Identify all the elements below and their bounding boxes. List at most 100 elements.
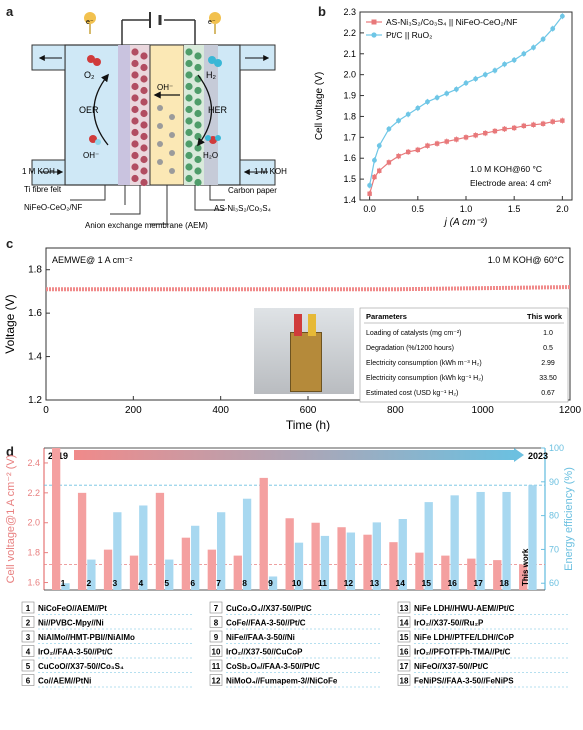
left-tick-label: 2.0 [27, 518, 40, 528]
voltage-bar [363, 534, 372, 590]
oh-ion [157, 105, 163, 111]
legend-number: 13 [400, 604, 409, 613]
bar-category-label: 13 [370, 578, 380, 588]
left-axis-label: Cell voltage@1 A cm⁻² (V) [5, 455, 17, 584]
table-cell: Loading of catalysts (mg cm⁻²) [366, 330, 462, 337]
panel-letter-c: c [6, 236, 14, 251]
cathode-particle [185, 174, 193, 183]
bar-category-label: 9 [268, 578, 273, 588]
data-point [454, 137, 459, 142]
data-point [425, 143, 430, 148]
legend-text: Ni//PVBC-Mpy//Ni [38, 619, 104, 628]
legend-number-box [209, 630, 223, 643]
oh-ion [157, 141, 163, 147]
table-cell: Electricity consumption (kWh kg⁻¹ H₂) [366, 375, 483, 382]
bar-category-label: 14 [396, 578, 406, 588]
voltage-bar [207, 549, 216, 590]
end-year: 2023 [528, 451, 548, 461]
anode-particle [140, 155, 148, 164]
voltage-bar [103, 549, 113, 590]
anode-particle [140, 63, 148, 72]
data-point [550, 26, 556, 32]
cathode-particle [194, 109, 202, 118]
data-point [405, 111, 411, 117]
x-tick-label: 2.0 [556, 204, 569, 214]
data-point [415, 147, 421, 153]
cathode-particle [185, 117, 193, 125]
ti-felt-label: Ti fibre felt [24, 185, 62, 194]
oh-ion [169, 132, 175, 138]
efficiency-bar [139, 505, 148, 590]
right-tick-label: 100 [549, 444, 564, 453]
voltage-bar [311, 522, 320, 590]
data-point [434, 95, 440, 101]
y-tick-label: 1.9 [343, 91, 356, 101]
x-tick-label: 0.0 [363, 204, 376, 214]
voltage-bar [285, 518, 294, 590]
legend-marker [371, 32, 377, 38]
cathode-particle [185, 71, 193, 79]
series-line [369, 15, 563, 186]
koh-right-label: 1 M KOH [254, 167, 287, 176]
anode-particle [140, 86, 148, 95]
bar-category-label: 3 [113, 578, 118, 588]
y-tick-label: 1.4 [28, 352, 42, 363]
voltage-bar [389, 542, 398, 590]
bar-category-label: 2 [87, 578, 92, 588]
voltage-bar [493, 560, 502, 590]
legend-number-box [21, 659, 35, 672]
legend-text: IrO₂//X37-50//Ru₂P [414, 619, 484, 628]
cathode-particle [194, 63, 202, 72]
legend-text: CoFe//FAA-3-50//Pt/C [226, 619, 306, 628]
legend-marker [371, 19, 377, 25]
cathode-particle [185, 48, 193, 56]
legend-number-box [397, 645, 411, 657]
legend-number: 7 [214, 604, 219, 613]
y-tick-label: 1.2 [28, 395, 42, 406]
legend-number: 14 [400, 619, 409, 628]
legend-number-box [397, 616, 411, 628]
legend-text: FeNiPS//FAA-3-50//FeNiPS [414, 677, 514, 686]
annotation-area: Electrode area: 4 cm² [470, 178, 551, 188]
y-axis-label: Voltage (V) [3, 294, 17, 353]
table-cell: 2.99 [541, 360, 555, 367]
bar-category-label: 8 [242, 578, 247, 588]
cathode-particle [185, 105, 193, 114]
data-point [396, 118, 401, 124]
timeline-bar [74, 450, 514, 460]
efficiency-bar [502, 491, 511, 590]
cathode-particle [185, 82, 193, 91]
data-point [511, 57, 517, 63]
bar-category-label: 17 [473, 578, 483, 588]
data-point [540, 36, 546, 42]
this-work-label: This work [521, 548, 530, 586]
efficiency-bar [61, 583, 70, 590]
oh-label-left: OH⁻ [83, 151, 99, 160]
y-tick-label: 1.5 [343, 174, 356, 184]
legend-text: CuCoO//X37-50//Co₃S₄ [38, 662, 124, 671]
bar-category-label: 10 [292, 578, 302, 588]
cathode-particle [185, 128, 193, 137]
data-point [482, 72, 488, 78]
voltage-bar [337, 527, 346, 590]
right-tick-label: 70 [549, 544, 559, 554]
efficiency-bar [424, 502, 433, 590]
x-tick-label: 600 [300, 405, 317, 416]
efficiency-bar [476, 491, 485, 590]
x-tick-label: 1.5 [508, 204, 521, 214]
voltage-bar [129, 555, 139, 590]
efficiency-bar [191, 525, 200, 590]
left-tick-label: 2.4 [27, 458, 40, 468]
efficiency-bar [87, 559, 96, 590]
table-cell: Estimated cost (USD kg⁻¹ H₂) [366, 390, 458, 397]
data-point [405, 149, 411, 155]
x-tick-label: 1000 [472, 405, 495, 416]
data-point [415, 105, 421, 111]
oh-ion [169, 150, 175, 156]
bar-category-label: 15 [422, 578, 432, 588]
data-point [367, 182, 373, 188]
cathode-particle [185, 59, 193, 68]
data-point [453, 86, 459, 92]
legend-number: 6 [26, 677, 31, 686]
annotation-koh: 1.0 M KOH@ 60°C [488, 255, 565, 265]
